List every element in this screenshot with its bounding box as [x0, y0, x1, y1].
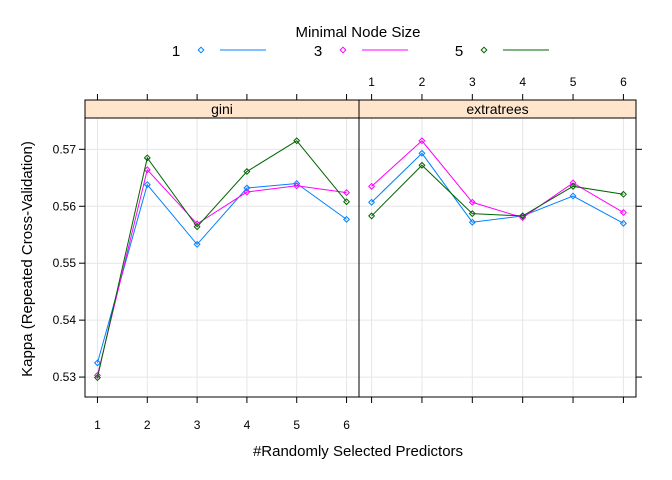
legend-item-3: 3 [314, 43, 408, 60]
data-point [368, 182, 376, 190]
x-tick-label: 3 [194, 418, 201, 432]
data-point [293, 182, 301, 190]
data-point [243, 188, 251, 196]
data-point [418, 149, 426, 157]
data-point [343, 215, 351, 223]
data-point [143, 181, 151, 189]
x-tick-label: 5 [293, 418, 300, 432]
data-point [243, 168, 251, 176]
series-line [96, 182, 347, 363]
strip-label: extratrees [466, 101, 528, 117]
x-tick-label: 6 [343, 418, 350, 432]
y-tick-label: 0.56 [53, 199, 77, 213]
legend-marker [339, 46, 347, 54]
x-tick-label: 2 [144, 418, 151, 432]
legend-marker [480, 46, 488, 54]
x-tick-label-top: 4 [519, 75, 526, 89]
data-point [368, 212, 376, 220]
panel-grid [85, 118, 359, 397]
legend-title: Minimal Node Size [295, 24, 420, 41]
data-point [143, 154, 151, 162]
data-point [143, 166, 151, 174]
data-point [569, 192, 577, 200]
data-point [293, 137, 301, 145]
legend-item-5: 5 [455, 43, 549, 60]
data-point [468, 198, 476, 206]
x-axis-title: #Randomly Selected Predictors [253, 443, 463, 460]
series-line [96, 168, 347, 376]
legend-label: 3 [314, 43, 322, 60]
data-point [343, 189, 351, 197]
data-point [519, 212, 527, 220]
legend-item-1: 1 [172, 43, 266, 60]
data-point [93, 359, 101, 367]
data-point [418, 137, 426, 145]
panels: gini 1 2 3 4 5 6 0.53 0.54 0.55 0.56 0.57 extratrees… [53, 75, 642, 432]
data-point [368, 198, 376, 206]
series-1 [93, 179, 351, 367]
legend-items: 1 3 5 [172, 43, 549, 60]
data-point [468, 218, 476, 226]
panel-grid [359, 118, 636, 397]
data-point [293, 179, 301, 187]
legend-marker [197, 46, 205, 54]
x-tick-label: 1 [94, 418, 101, 432]
series-5 [93, 137, 351, 382]
data-point [569, 182, 577, 190]
data-point [418, 161, 426, 169]
series-line [371, 164, 624, 217]
data-point [93, 374, 101, 382]
data-point [93, 371, 101, 379]
series-line [371, 152, 624, 224]
data-point [619, 190, 627, 198]
x-tick-label-top: 5 [570, 75, 577, 89]
x-tick-label-top: 6 [620, 75, 627, 89]
panel-border [358, 117, 637, 398]
data-point [569, 179, 577, 187]
legend-label: 1 [172, 43, 180, 60]
legend-label: 5 [455, 43, 463, 60]
strip-label: gini [211, 101, 233, 117]
y-tick-label: 0.55 [53, 256, 77, 270]
series-5 [368, 161, 627, 220]
x-tick-label-top: 2 [419, 75, 426, 89]
x-tick-label: 4 [244, 418, 251, 432]
data-point [619, 209, 627, 217]
y-tick-label: 0.53 [53, 370, 77, 384]
data-point [193, 240, 201, 248]
x-tick-label-top: 1 [368, 75, 375, 89]
data-point [619, 219, 627, 227]
series-line [96, 140, 347, 378]
x-tick-label-top: 3 [469, 75, 476, 89]
y-axis-title: Kappa (Repeated Cross-Validation) [19, 141, 36, 377]
data-point [193, 223, 201, 231]
data-point [343, 198, 351, 206]
legend: Minimal Node Size 1 3 5 [172, 24, 549, 60]
panel-extratrees: extratrees 1 2 3 4 5 6 [358, 75, 642, 403]
panel-gini: gini 1 2 3 4 5 6 0.53 0.54 0.55 0.56 0.57 [53, 94, 360, 432]
data-point [468, 210, 476, 218]
y-tick-label: 0.54 [53, 313, 77, 327]
data-point [243, 184, 251, 192]
y-tick-label: 0.57 [53, 142, 77, 156]
